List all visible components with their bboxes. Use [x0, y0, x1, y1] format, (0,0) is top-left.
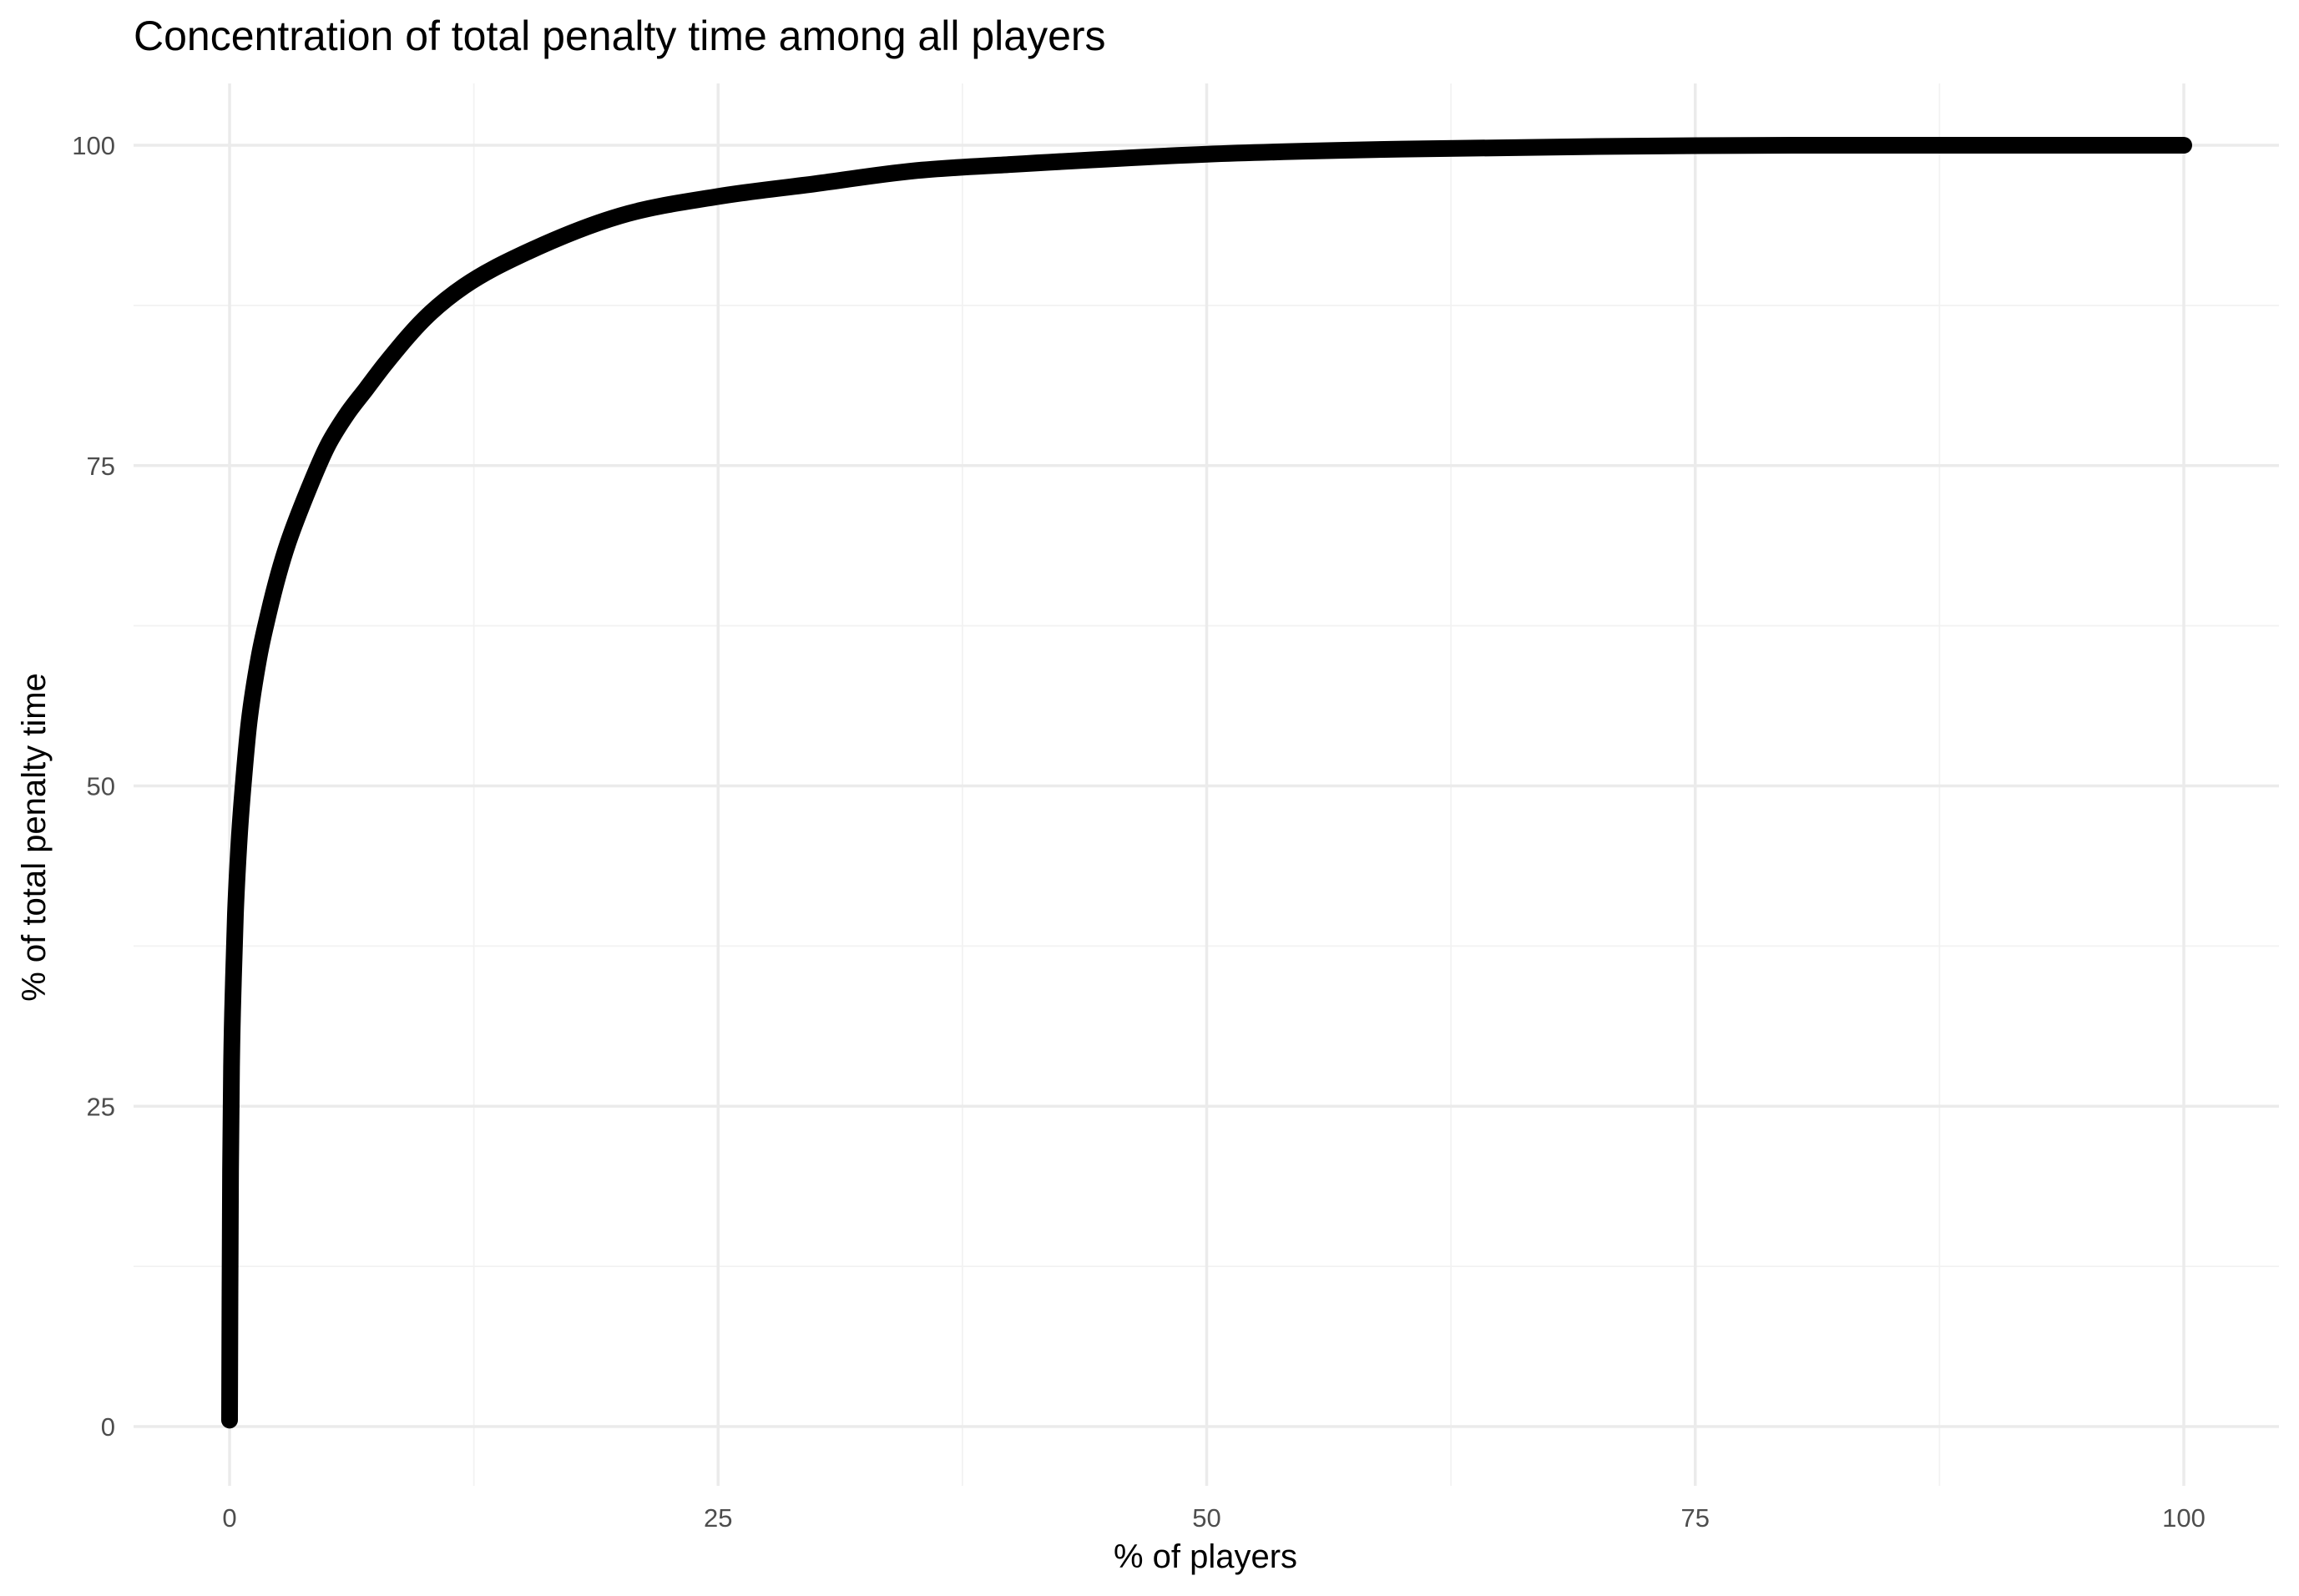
- x-tick-label: 75: [1681, 1503, 1710, 1533]
- y-axis-ticks: 0 25 50 75 100: [72, 131, 115, 1442]
- series-line: [221, 137, 2192, 1429]
- y-tick-label: 100: [72, 131, 115, 160]
- y-tick-label: 50: [87, 772, 115, 801]
- series-layer: [221, 137, 2192, 1429]
- grid: [134, 83, 2279, 1486]
- y-tick-label: 25: [87, 1092, 115, 1121]
- y-axis-label: % of total penalty time: [16, 673, 53, 1002]
- y-tick-label: 75: [87, 452, 115, 481]
- x-tick-label: 25: [704, 1503, 732, 1533]
- chart-title: Concentration of total penalty time amon…: [134, 13, 1106, 59]
- x-tick-label: 50: [1192, 1503, 1220, 1533]
- x-axis-label: % of players: [1114, 1538, 1297, 1575]
- y-tick-label: 0: [101, 1412, 115, 1442]
- x-tick-label: 0: [222, 1503, 236, 1533]
- x-axis-ticks: 0 25 50 75 100: [222, 1503, 2205, 1533]
- x-tick-label: 100: [2162, 1503, 2206, 1533]
